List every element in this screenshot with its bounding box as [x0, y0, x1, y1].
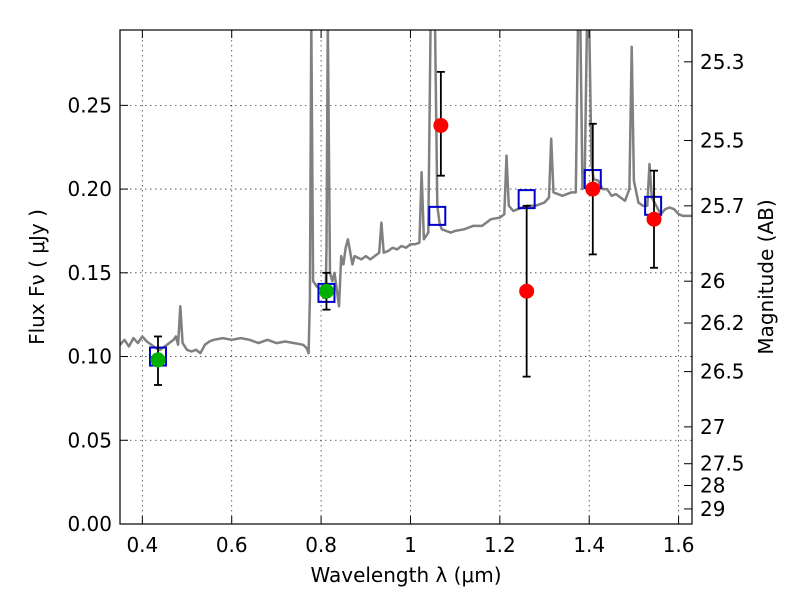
x-tick-label: 1.6: [663, 533, 695, 557]
observed-point: [150, 352, 166, 368]
y-tick-label: 0.00: [67, 512, 112, 536]
right-tick-label: 25.7: [700, 194, 745, 218]
x-tick-label: 1.2: [484, 533, 516, 557]
model-point: [428, 205, 447, 226]
observed-point: [433, 117, 449, 133]
y-tick-label: 0.05: [67, 428, 112, 452]
right-tick-label: 26: [700, 269, 725, 293]
right-tick-label: 28: [700, 473, 725, 497]
x-tick-label: 0.8: [305, 533, 337, 557]
right-tick-label: 26.5: [700, 360, 745, 384]
right-axis-label: Magnitude (AB): [754, 199, 778, 354]
right-tick-label: 27.5: [700, 452, 745, 476]
observed-point: [585, 181, 601, 197]
plot-data: [120, 30, 692, 386]
x-axis-label: Wavelength λ (μm): [310, 563, 501, 587]
x-tick-label: 0.4: [126, 533, 158, 557]
right-tick-label: 27: [700, 415, 725, 439]
grid-lines: [120, 30, 692, 525]
y-tick-label: 0.10: [67, 345, 112, 369]
y-tick-label: 0.15: [67, 261, 112, 285]
observed-point: [519, 283, 535, 299]
right-tick-label: 25.3: [700, 50, 745, 74]
right-tick-label: 25.5: [700, 129, 745, 153]
observed-point: [646, 211, 662, 227]
y-tick-label: 0.20: [67, 177, 112, 201]
right-tick-label: 26.2: [700, 311, 745, 335]
y-axis-label: Flux Fν ( μJy ): [25, 209, 49, 345]
plot-frame: [119, 29, 693, 525]
right-tick-label: 29: [700, 497, 725, 521]
x-tick-label: 1: [404, 533, 417, 557]
y-tick-label: 0.25: [67, 93, 112, 117]
x-tick-label: 0.6: [216, 533, 248, 557]
spectrum-line: [120, 30, 692, 355]
x-tick-label: 1.4: [573, 533, 605, 557]
ticks: 0.4 0.6 0.8 1 1.2 1.4 1.6 0.00 0.05 0.10 0.15 0.20 0…: [67, 30, 745, 557]
observed-point: [318, 283, 334, 299]
